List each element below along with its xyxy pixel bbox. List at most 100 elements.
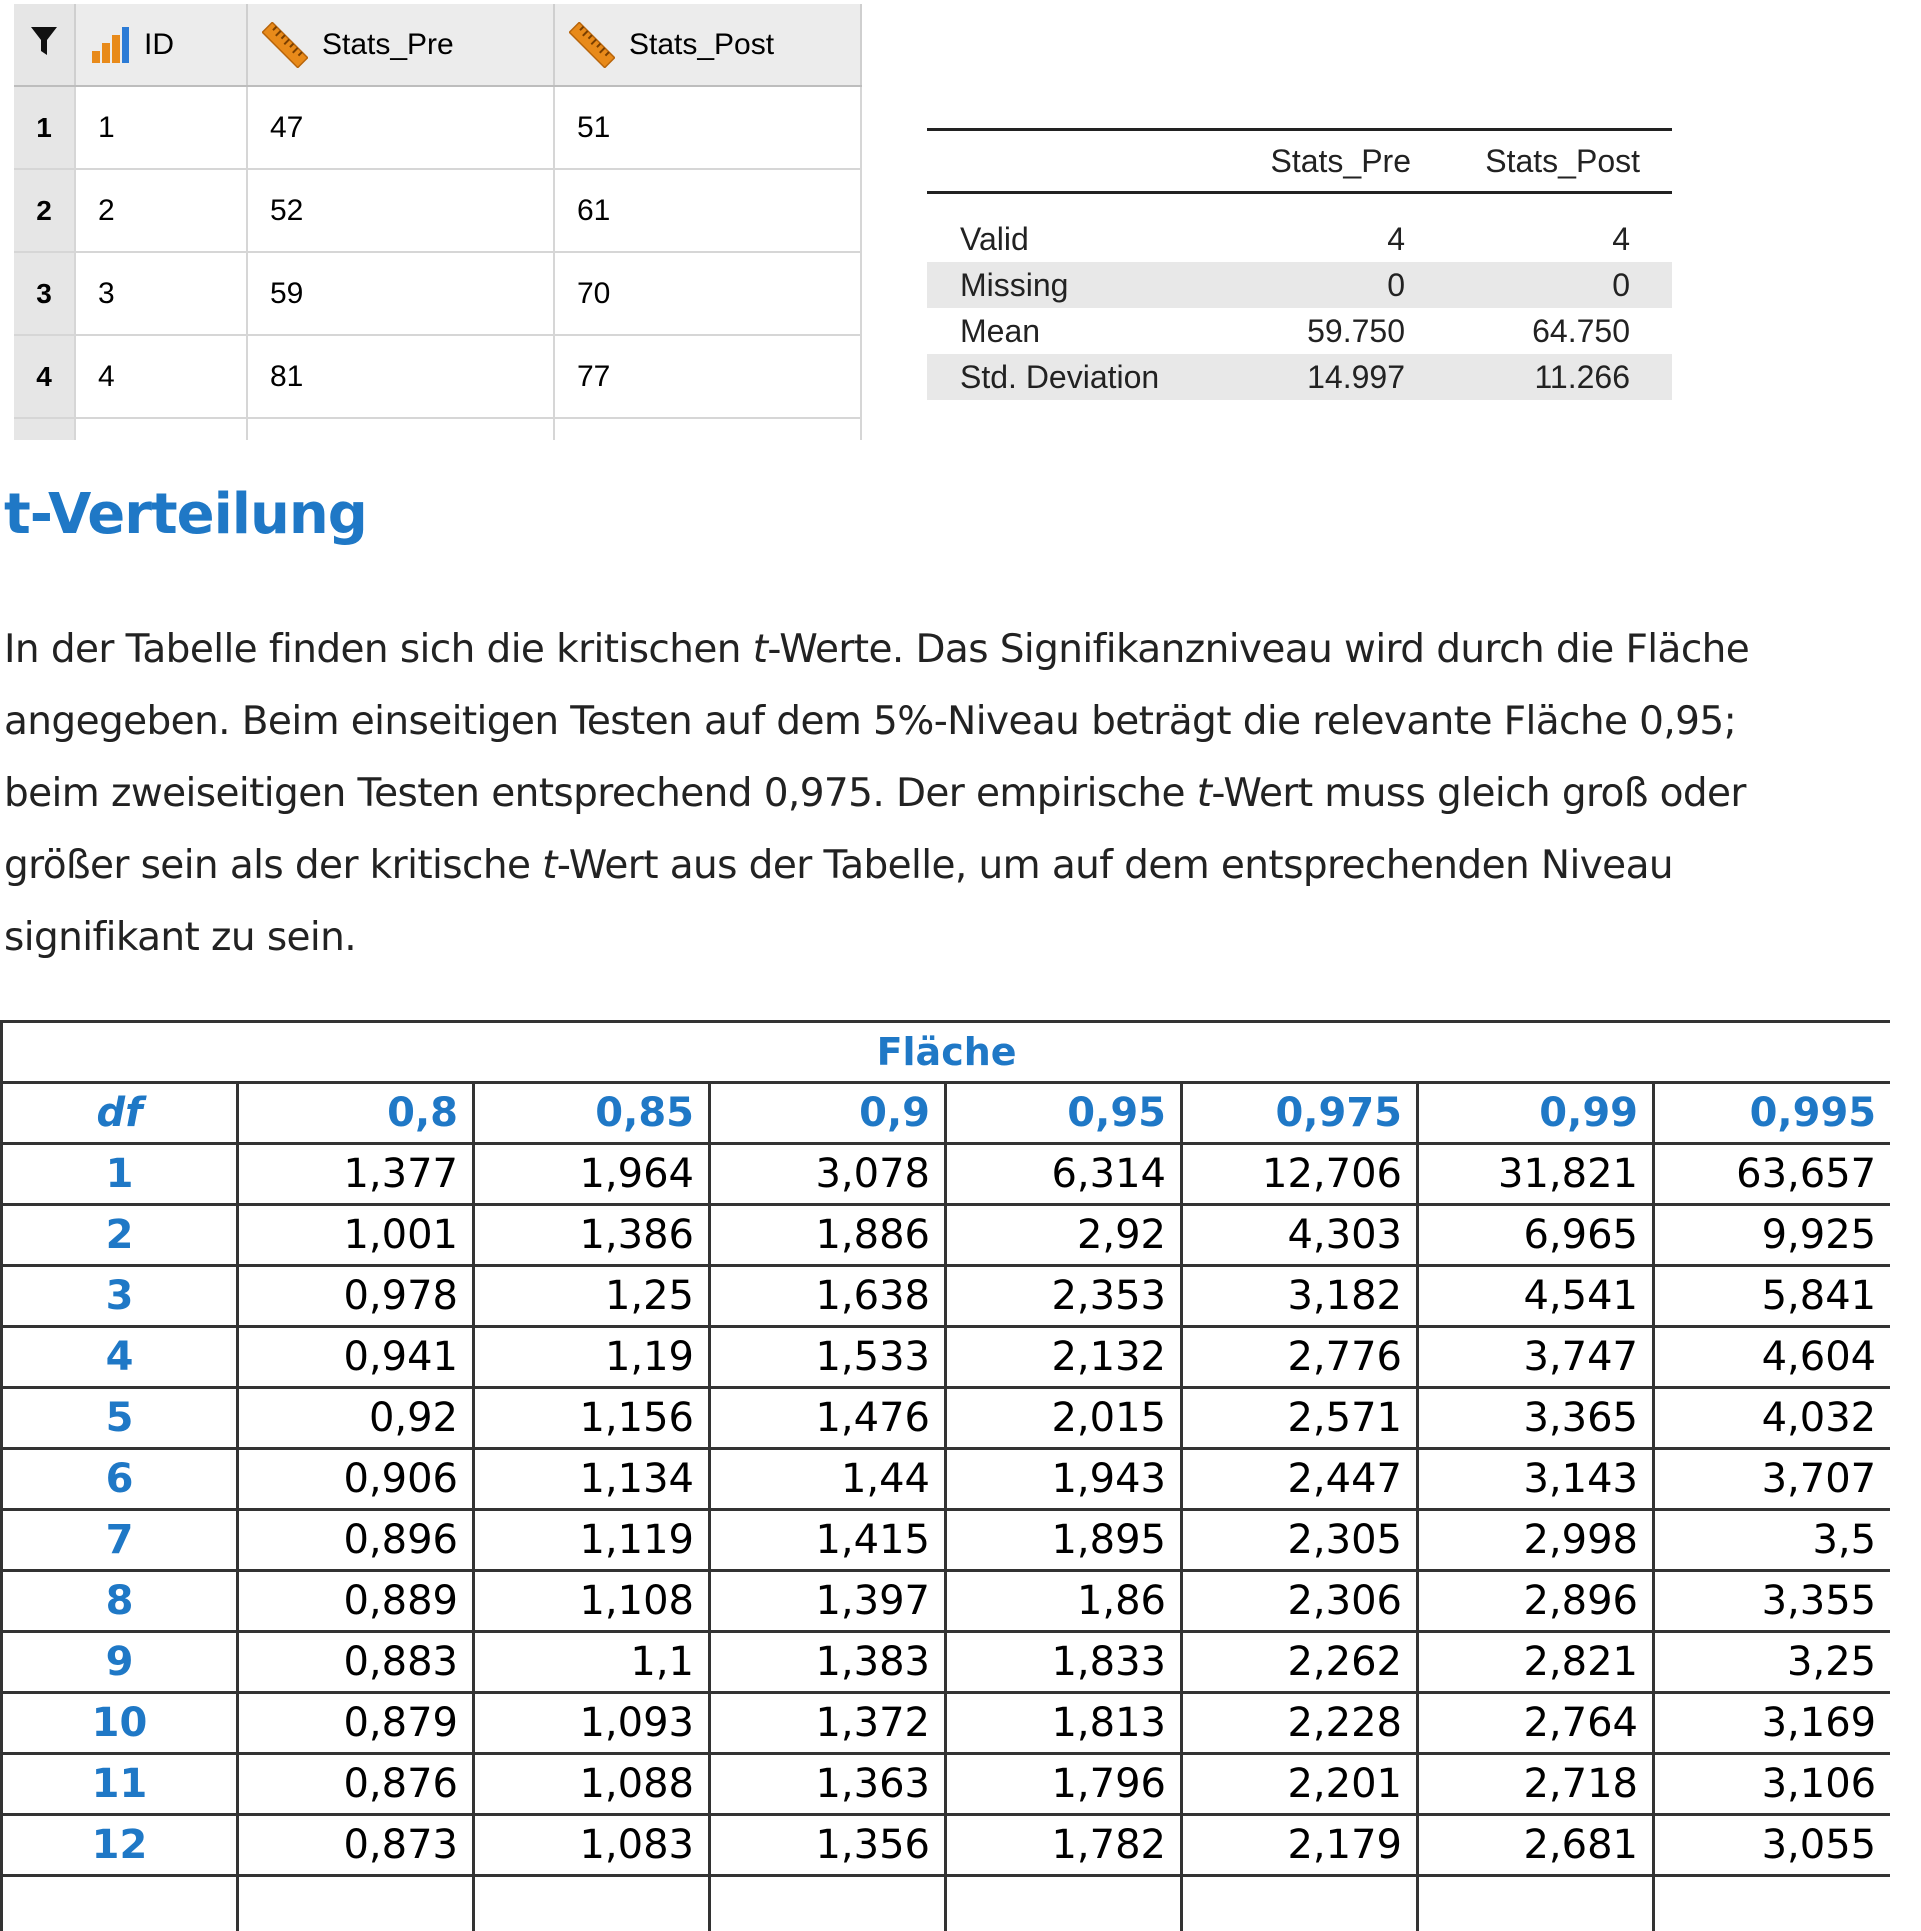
critical-value-cell: 3,5	[1651, 1508, 1890, 1572]
table-row: 8 0,889 1,108 1,397 1,86 2,306 2,896 3,355	[0, 1569, 1890, 1633]
cell-stats-pre[interactable]: 47	[247, 86, 555, 170]
critical-value-cell: 1,363	[708, 1752, 947, 1816]
filter-icon	[30, 25, 58, 57]
critical-value-cell: 0,889	[236, 1569, 475, 1633]
critical-value-cell: 63,657	[1651, 1142, 1890, 1206]
table-row: 11 0,876 1,088 1,363 1,796 2,201 2,718 3,106	[0, 1752, 1890, 1816]
column-header-stats-post[interactable]: Stats_Post	[554, 4, 862, 87]
critical-value-cell: 1,943	[944, 1447, 1183, 1511]
cell-id[interactable]: 3	[75, 252, 248, 336]
critical-value-cell: 4,032	[1651, 1386, 1890, 1450]
df-value: 2	[0, 1203, 239, 1267]
paragraph-line: beim zweiseitigen Testen entsprechend 0,…	[4, 771, 1746, 816]
stats-row-missing: Missing 0 0	[927, 262, 1672, 308]
df-value: 9	[0, 1630, 239, 1694]
stats-value-pre: 14.997	[1237, 354, 1447, 400]
critical-value-cell: 2,718	[1416, 1752, 1655, 1816]
cell-stats-post[interactable]: 51	[554, 86, 862, 170]
row-number[interactable]: 4	[14, 335, 76, 419]
critical-value-cell: 2,447	[1180, 1447, 1419, 1511]
critical-value-cell: 6,965	[1416, 1203, 1655, 1267]
cell-empty[interactable]	[75, 418, 248, 440]
area-header: 0,99	[1416, 1081, 1655, 1145]
df-value: 4	[0, 1325, 239, 1389]
cell-empty	[1651, 1874, 1890, 1931]
column-header-id[interactable]: ID	[75, 4, 248, 87]
critical-value-cell: 0,906	[236, 1447, 475, 1511]
cell-empty	[472, 1874, 711, 1931]
cell-stats-pre[interactable]: 59	[247, 252, 555, 336]
stats-value-post: 11.266	[1447, 354, 1672, 400]
area-header: 0,95	[944, 1081, 1183, 1145]
critical-value-cell: 4,604	[1651, 1325, 1890, 1389]
filter-column-header[interactable]	[14, 4, 76, 87]
critical-value-cell: 4,541	[1416, 1264, 1655, 1328]
explanation-paragraph: In der Tabelle finden sich die kritische…	[4, 614, 1921, 974]
table-row: 12 0,873 1,083 1,356 1,782 2,179 2,681 3,055	[0, 1813, 1890, 1877]
critical-value-cell: 6,314	[944, 1142, 1183, 1206]
critical-value-cell: 1,001	[236, 1203, 475, 1267]
cell-id[interactable]: 2	[75, 169, 248, 253]
critical-value-cell: 2,179	[1180, 1813, 1419, 1877]
data-view-grid: ID Stats_Pre	[14, 4, 864, 440]
table-row: 4 4 81 77	[14, 335, 862, 419]
cell-stats-pre[interactable]: 81	[247, 335, 555, 419]
stats-row-label: Missing	[927, 262, 1237, 308]
table-row: 5 0,92 1,156 1,476 2,015 2,571 3,365 4,032	[0, 1386, 1890, 1450]
critical-value-cell: 0,883	[236, 1630, 475, 1694]
row-number[interactable]	[14, 418, 76, 440]
table-row: 6 0,906 1,134 1,44 1,943 2,447 3,143 3,707	[0, 1447, 1890, 1511]
cell-empty	[708, 1874, 947, 1931]
cell-stats-pre[interactable]: 52	[247, 169, 555, 253]
critical-value-cell: 1,108	[472, 1569, 711, 1633]
stats-row-valid: Valid 4 4	[927, 216, 1672, 262]
table-row: 4 0,941 1,19 1,533 2,132 2,776 3,747 4,604	[0, 1325, 1890, 1389]
row-number[interactable]: 3	[14, 252, 76, 336]
table-row: 9 0,883 1,1 1,383 1,833 2,262 2,821 3,25	[0, 1630, 1890, 1694]
critical-value-cell: 2,776	[1180, 1325, 1419, 1389]
critical-value-cell: 0,896	[236, 1508, 475, 1572]
critical-value-cell: 1,813	[944, 1691, 1183, 1755]
cell-id[interactable]: 4	[75, 335, 248, 419]
critical-value-cell: 1,083	[472, 1813, 711, 1877]
critical-value-cell: 3,078	[708, 1142, 947, 1206]
critical-value-cell: 2,998	[1416, 1508, 1655, 1572]
critical-value-cell: 1,86	[944, 1569, 1183, 1633]
cell-stats-post[interactable]: 61	[554, 169, 862, 253]
stats-value-post: 0	[1447, 262, 1672, 308]
critical-value-cell: 2,228	[1180, 1691, 1419, 1755]
critical-value-cell: 1,372	[708, 1691, 947, 1755]
critical-value-cell: 3,143	[1416, 1447, 1655, 1511]
area-title: Fläche	[0, 1020, 1890, 1084]
cell-empty[interactable]	[554, 418, 862, 440]
critical-value-cell: 2,571	[1180, 1386, 1419, 1450]
stats-header-post: Stats_Post	[1447, 128, 1672, 194]
row-number[interactable]: 2	[14, 169, 76, 253]
stats-corner-cell	[927, 128, 1237, 194]
critical-value-cell: 3,365	[1416, 1386, 1655, 1450]
stats-row-label: Mean	[960, 312, 1041, 349]
critical-value-cell: 1,25	[472, 1264, 711, 1328]
critical-value-cell: 1,638	[708, 1264, 947, 1328]
critical-value-cell: 1,119	[472, 1508, 711, 1572]
descriptive-statistics-table: Stats_Pre Stats_Post Valid 4 4 Missing 0…	[927, 128, 1672, 400]
stats-value-pre: 0	[1237, 262, 1447, 308]
paragraph-line: signifikant zu sein.	[4, 915, 357, 960]
cell-stats-post[interactable]: 77	[554, 335, 862, 419]
critical-value-cell: 2,305	[1180, 1508, 1419, 1572]
critical-value-cell: 1,19	[472, 1325, 711, 1389]
stats-row-mean: Mean 59.750 64.750	[927, 308, 1672, 354]
cell-empty[interactable]	[247, 418, 555, 440]
cell-empty	[0, 1874, 239, 1931]
cell-id[interactable]: 1	[75, 86, 248, 170]
critical-value-cell: 1,476	[708, 1386, 947, 1450]
critical-value-cell: 2,015	[944, 1386, 1183, 1450]
paragraph-line: In der Tabelle finden sich die kritische…	[4, 627, 1750, 672]
column-header-stats-pre[interactable]: Stats_Pre	[247, 4, 555, 87]
stats-header-pre: Stats_Pre	[1237, 128, 1447, 194]
critical-value-cell: 2,262	[1180, 1630, 1419, 1694]
cell-stats-post[interactable]: 70	[554, 252, 862, 336]
table-row-partial	[0, 1874, 1890, 1931]
stats-row-label: Valid	[960, 220, 1029, 257]
row-number[interactable]: 1	[14, 86, 76, 170]
